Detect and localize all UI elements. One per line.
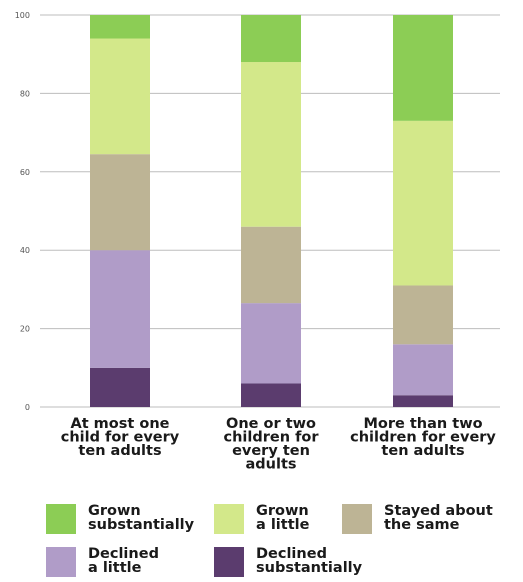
legend-label: Declined <box>256 546 327 562</box>
legend-label: substantially <box>88 517 195 533</box>
x-tick-label: adults <box>245 457 296 473</box>
x-tick-label: More than two <box>363 416 482 432</box>
bar-segment <box>90 38 150 155</box>
x-tick-label: every ten <box>232 443 310 459</box>
bar-segment <box>241 62 301 227</box>
legend-label: Stayed about <box>384 503 493 519</box>
legend-label: Declined <box>88 546 159 562</box>
bar-segment <box>393 344 453 396</box>
legend-label: the same <box>384 517 460 533</box>
bar-segment <box>241 383 301 407</box>
legend-swatch <box>214 504 244 534</box>
bar-segment <box>393 120 453 286</box>
legend-swatch <box>214 547 244 577</box>
bar-segment <box>393 395 453 407</box>
legend-label: Grown <box>88 503 141 519</box>
legend-label: Grown <box>256 503 309 519</box>
bar-segment <box>241 226 301 304</box>
legend-label: a little <box>256 517 310 533</box>
y-axis-ticks: 0 20 40 60 80 100 <box>15 11 30 412</box>
bars <box>90 15 453 407</box>
y-tick-label: 80 <box>20 89 30 98</box>
y-tick-label: 40 <box>20 246 30 255</box>
bar-segment <box>393 285 453 345</box>
x-tick-label: child for every <box>61 430 180 446</box>
bar-segment <box>241 15 301 63</box>
bar-segment <box>90 15 150 39</box>
y-tick-label: 60 <box>20 168 30 177</box>
legend-swatch <box>46 504 76 534</box>
bar-segment <box>393 15 453 121</box>
legend-swatch <box>46 547 76 577</box>
bar-segment <box>90 250 150 368</box>
x-tick-label: At most one <box>70 416 169 432</box>
x-tick-label: children for <box>223 430 319 446</box>
x-tick-label: One or two <box>226 416 316 432</box>
x-tick-label: ten adults <box>381 443 464 459</box>
x-tick-label: ten adults <box>78 443 161 459</box>
bar-segment <box>241 303 301 384</box>
bar-segment <box>90 367 150 407</box>
legend-label: a little <box>88 560 142 576</box>
legend-label: substantially <box>256 560 363 576</box>
bar-segment <box>90 154 150 251</box>
y-tick-label: 0 <box>25 403 30 412</box>
x-tick-label: children for every <box>350 430 496 446</box>
legend-swatch <box>342 504 372 534</box>
y-tick-label: 20 <box>20 325 30 334</box>
y-tick-label: 100 <box>15 11 30 20</box>
